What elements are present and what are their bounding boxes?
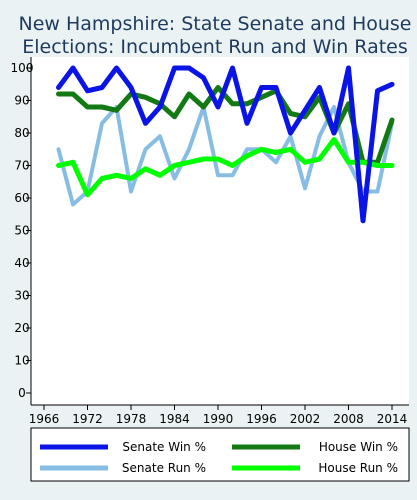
series-line-house-run	[56, 137, 395, 198]
x-tick-label: 2002	[290, 412, 321, 426]
y-tick-label: 70	[14, 159, 29, 173]
y-tick-label: 0	[18, 386, 26, 400]
x-tick-label: 1972	[72, 412, 103, 426]
y-tick-label: 40	[14, 256, 29, 270]
x-tick-label: 2008	[333, 412, 364, 426]
legend-label: Senate Run %	[122, 461, 206, 475]
x-tick-label: 1996	[246, 412, 277, 426]
y-tick-label: 30	[14, 289, 29, 303]
plot-area	[31, 57, 409, 405]
x-tick-label: 2014	[377, 412, 408, 426]
series-layer	[56, 65, 395, 224]
x-tick-label: 1966	[29, 412, 60, 426]
y-tick-label: 100	[11, 61, 34, 75]
y-tick-label: 20	[14, 321, 29, 335]
chart-title-line-1: New Hampshire: State Senate and House	[19, 13, 412, 35]
axes: 0 10 20 30 40 50 60 70 80 90 100 1966 1972 1978 1984 19…	[11, 57, 409, 426]
legend-label: House Win %	[319, 440, 398, 454]
series-line-senate-win	[56, 65, 395, 224]
y-tick-label: 60	[14, 191, 29, 205]
legend-box	[30, 427, 410, 482]
x-tick-label: 1984	[159, 412, 190, 426]
legend-label: House Run %	[318, 461, 398, 475]
chart-title-line-2: Elections: Incumbent Run and Win Rates	[22, 36, 408, 58]
y-tick-label: 80	[14, 126, 29, 140]
y-tick-label: 90	[14, 94, 29, 108]
legend-label: Senate Win %	[122, 440, 206, 454]
x-tick-label: 1978	[116, 412, 147, 426]
x-tick-label: 1990	[203, 412, 234, 426]
y-tick-label: 50	[14, 224, 29, 238]
legend: Senate Win % House Win % Senate Run % House…	[40, 440, 398, 475]
y-tick-label: 10	[14, 354, 29, 368]
